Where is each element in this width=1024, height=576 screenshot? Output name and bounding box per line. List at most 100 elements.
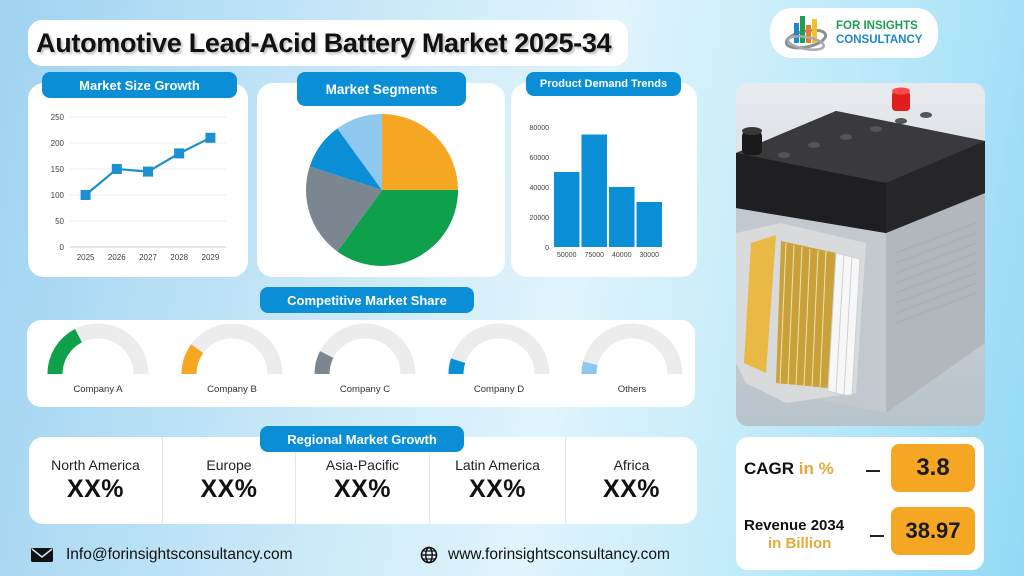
market-size-title: Market Size Growth (42, 72, 237, 98)
line-series (84, 136, 211, 196)
gauge-fill (581, 361, 598, 375)
x-tick-label: 2026 (108, 253, 126, 262)
region-name: North America (51, 457, 140, 473)
revenue-unit: in Billion (768, 535, 832, 552)
region-name: Africa (613, 457, 650, 473)
region-name: Europe (206, 457, 252, 473)
footer-website[interactable]: www.forinsightsconsultancy.com (420, 546, 670, 564)
x-tick-label: 50000 (557, 252, 577, 259)
y-tick-label: 80000 (530, 125, 550, 132)
pie-slice (337, 114, 382, 190)
region-north-america: North America XX% (29, 437, 163, 524)
data-point-marker (205, 132, 216, 143)
market-segments-title: Market Segments (297, 72, 466, 106)
y-tick-label: 250 (51, 113, 65, 122)
market-size-line-chart: 0 50 100 150 200 250 2025 2026 2027 2028 2029 (51, 113, 226, 262)
bar (636, 202, 662, 247)
cagr-dash (866, 470, 880, 472)
gauge-track (448, 323, 550, 375)
bar (554, 172, 580, 247)
region-value: XX% (200, 475, 258, 503)
gauge-fill (181, 344, 204, 375)
market-size-card: 0 50 100 150 200 250 2025 2026 2027 2028 2029 (28, 83, 248, 277)
gauge-label-company-c: Company C (339, 384, 391, 395)
market-segments-card (257, 83, 505, 277)
region-value: XX% (468, 475, 527, 503)
x-tick-label: 2025 (77, 253, 95, 262)
website-text[interactable]: www.forinsightsconsultancy.com (448, 546, 670, 563)
region-latin-america: Latin America XX% (430, 437, 566, 524)
battery-image (736, 83, 985, 426)
footer: Info@forinsightsconsultancy.com www.fori… (30, 546, 710, 570)
y-tick-label: 0 (545, 245, 549, 252)
logo-line-2: CONSULTANCY (836, 34, 923, 46)
y-tick-label: 50 (55, 217, 64, 226)
y-tick-label: 0 (60, 243, 65, 252)
footer-email[interactable]: Info@forinsightsconsultancy.com (30, 546, 293, 564)
x-tick-label: 2027 (139, 253, 157, 262)
title-card: Automotive Lead-Acid Battery Market 2025… (28, 20, 628, 66)
gauge-label-company-a: Company A (73, 384, 123, 395)
y-tick-label: 20000 (530, 215, 550, 222)
product-demand-title: Product Demand Trends (526, 72, 681, 96)
y-tick-label: 40000 (530, 185, 550, 192)
region-value: XX% (602, 475, 661, 503)
page-title: Automotive Lead-Acid Battery Market 2025… (36, 27, 612, 58)
data-point-marker (111, 164, 122, 174)
cagr-unit: in % (798, 459, 834, 478)
region-africa: Africa XX% (566, 437, 697, 524)
kpi-card: CAGR in % 3.8 Revenue 2034 in Billion 38… (736, 437, 984, 570)
region-value: XX% (66, 475, 125, 503)
revenue-value: 38.97 (891, 507, 975, 555)
y-tick-label: 200 (51, 139, 65, 148)
envelope-icon (31, 548, 53, 562)
cagr-value: 3.8 (891, 444, 975, 492)
globe-icon (420, 546, 438, 564)
logo-line-1: FOR INSIGHTS (836, 20, 918, 32)
data-point-marker (143, 166, 153, 177)
bar-chart-logo-icon (784, 16, 828, 51)
gauge-track (581, 323, 683, 375)
gauge-fill (314, 351, 334, 375)
bar (609, 187, 635, 247)
x-tick-label: 40000 (612, 252, 632, 259)
y-tick-label: 150 (51, 165, 65, 174)
company-logo: FOR INSIGHTS CONSULTANCY (770, 8, 938, 58)
gauge-fill (448, 358, 466, 375)
cagr-label: CAGR in % (744, 459, 834, 478)
gauge-label-others: Others (617, 384, 647, 395)
gauge-label-company-b: Company B (207, 384, 257, 395)
regional-growth-card: North America XX% Europe XX% Asia-Pacifi… (29, 437, 697, 524)
gauge-track (314, 323, 416, 375)
bar (581, 134, 607, 247)
x-tick-label: 75000 (585, 252, 605, 259)
product-demand-card: 0 20000 40000 60000 80000 50000 75000 40000 3000… (511, 83, 697, 277)
battery-illustration-icon (736, 87, 985, 413)
region-name: Asia-Pacific (325, 457, 400, 473)
data-point-marker (80, 190, 91, 200)
pie-slice (382, 114, 458, 190)
gauge-fill (47, 329, 83, 375)
revenue-dash (870, 535, 884, 537)
regional-growth-title: Regional Market Growth (260, 426, 464, 452)
region-europe: Europe XX% (163, 437, 296, 524)
competitive-share-card: Company A Company B Company C Company D … (27, 320, 695, 407)
region-asia-pacific: Asia-Pacific XX% (296, 437, 430, 524)
region-name: Latin America (455, 457, 540, 473)
y-tick-label: 100 (51, 191, 65, 200)
email-text[interactable]: Info@forinsightsconsultancy.com (66, 546, 293, 563)
x-tick-label: 30000 (640, 252, 660, 259)
pie-slice (309, 128, 382, 190)
competitive-share-title: Competitive Market Share (260, 287, 474, 313)
pie-slice (306, 166, 382, 252)
competitive-gauges (47, 323, 683, 375)
revenue-label: Revenue 2034 in Billion (744, 517, 845, 552)
data-point-marker (174, 148, 185, 159)
pie-slice (337, 190, 458, 266)
market-segments-pie-chart (306, 114, 458, 266)
gauge-label-company-d: Company D (473, 384, 525, 395)
x-tick-label: 2029 (202, 253, 220, 262)
x-tick-label: 2028 (170, 253, 188, 262)
product-demand-bar-chart: 0 20000 40000 60000 80000 50000 75000 40000 3000… (530, 125, 662, 259)
region-value: XX% (333, 475, 392, 503)
